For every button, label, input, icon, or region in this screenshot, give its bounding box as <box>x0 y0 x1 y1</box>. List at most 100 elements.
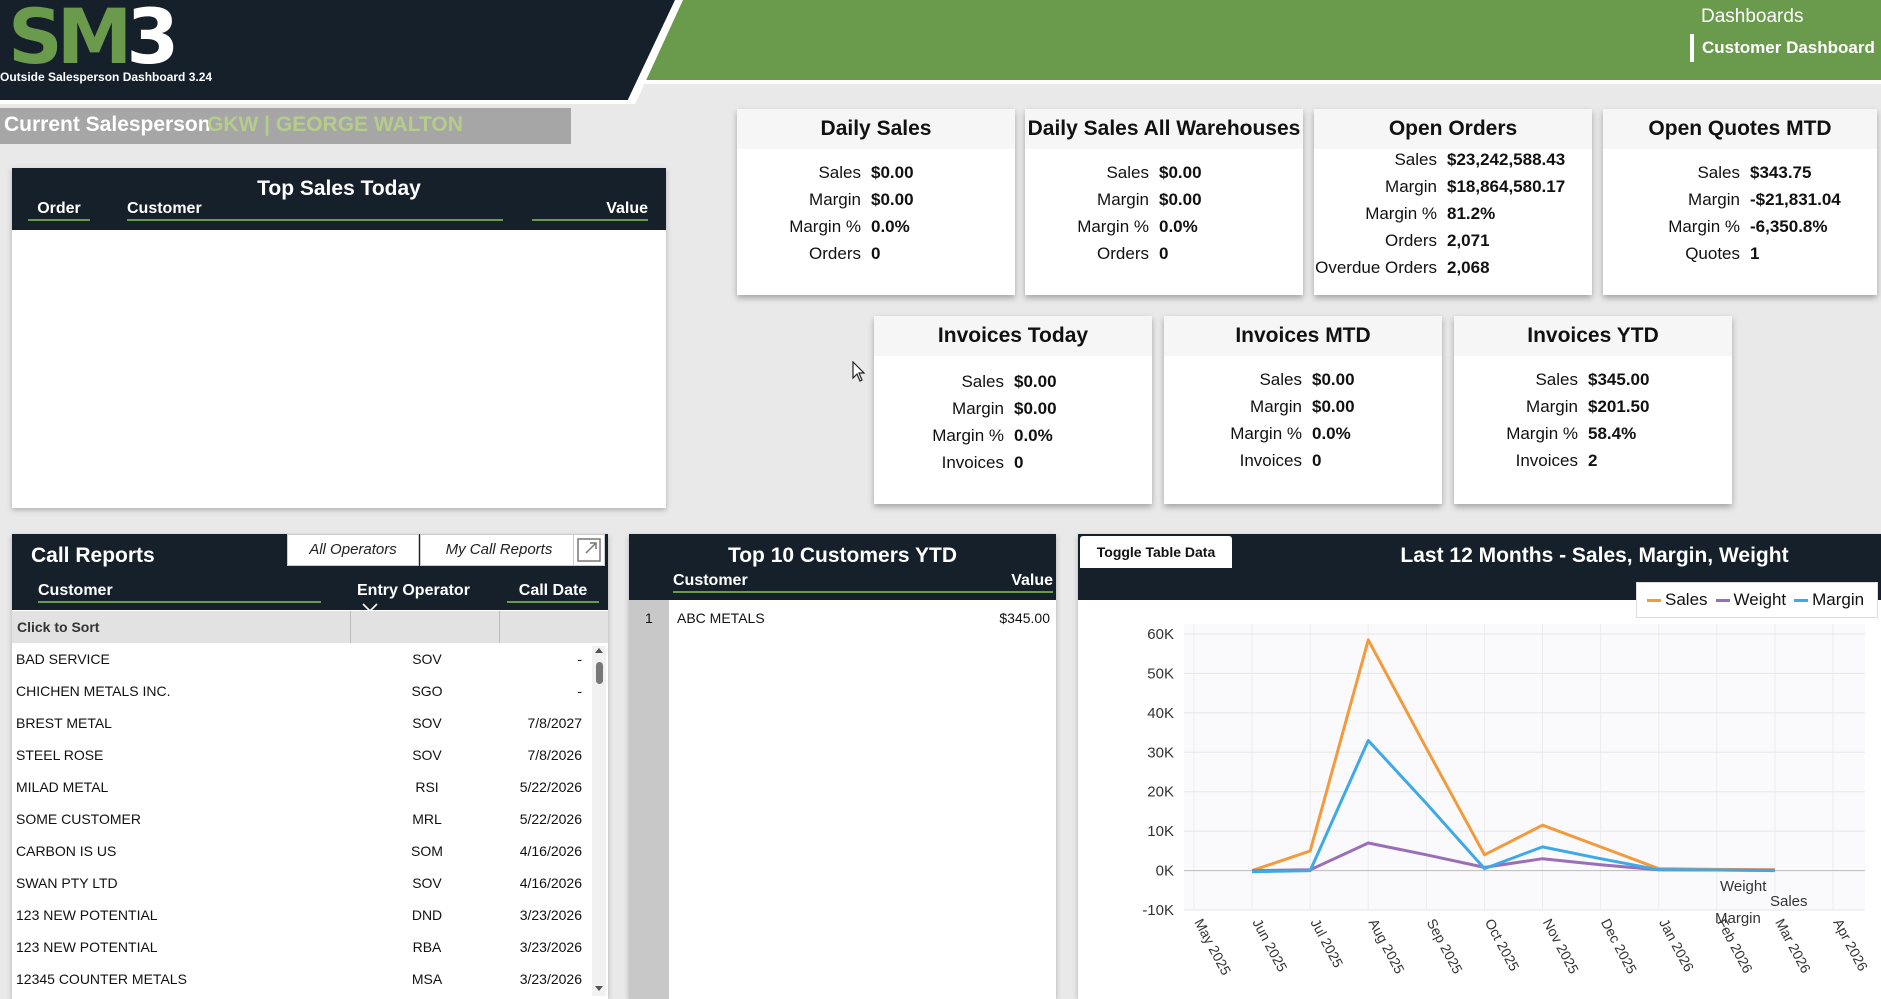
x-tick-label: Jun 2025 <box>1249 916 1290 975</box>
y-tick-label: 60K <box>1147 626 1174 643</box>
expand-icon[interactable] <box>573 534 605 566</box>
stat-value: $0.00 <box>871 190 914 209</box>
table-row[interactable]: 12345 COUNTER METALS MSA 3/23/2026 <box>12 963 602 995</box>
cell-operator: RSI <box>415 779 439 795</box>
header-band <box>600 0 1881 84</box>
salesperson-value[interactable]: GKW | GEORGE WALTON <box>207 113 463 136</box>
table-row[interactable]: 123 NEW POTENTIAL RBA 3/23/2026 <box>12 931 602 963</box>
col-customer[interactable]: Customer <box>673 572 963 593</box>
table-row[interactable]: BAD SERVICE SOV - <box>12 643 602 675</box>
stat-label: Margin % <box>1077 217 1149 236</box>
legend-label: Weight <box>1733 590 1787 609</box>
app-subtitle: Outside Salesperson Dashboard 3.24 <box>0 70 213 84</box>
table-row[interactable]: 1 ABC METALS $345.00 <box>629 600 1056 632</box>
table-row[interactable]: 123 NEW POTENTIAL DND 3/23/2026 <box>12 899 602 931</box>
stat-value: $343.75 <box>1750 163 1812 182</box>
x-tick-label: Oct 2025 <box>1482 916 1523 974</box>
legend-item[interactable]: Sales <box>1647 590 1708 610</box>
x-tick-label: Sep 2025 <box>1424 916 1466 977</box>
stat-label: Margin % <box>1506 424 1578 443</box>
nav-customer-dashboard[interactable]: Customer Dashboard <box>1690 34 1875 62</box>
stat-label: Margin % <box>932 426 1004 445</box>
legend-item[interactable]: Weight <box>1715 590 1787 610</box>
cell-call-date: 4/16/2026 <box>519 843 582 859</box>
stat-label: Invoices <box>941 453 1004 472</box>
stat-value: 0.0% <box>1014 426 1053 445</box>
stat-label: Sales <box>1106 163 1149 182</box>
table-row[interactable]: CHICHEN METALS INC. SGO - <box>12 675 602 707</box>
col-order[interactable]: Order <box>28 200 90 221</box>
stat-value: $0.00 <box>1312 397 1355 416</box>
stat-label: Sales <box>1535 370 1578 389</box>
stat-label: Margin <box>1688 190 1740 209</box>
y-tick-label: -10K <box>1142 902 1174 919</box>
line-chart: -10K 0K 10K 20K 30K 40K 50K 60K May 2025 Jun 2025… <box>1142 624 1871 978</box>
chart-panel: Last 12 Months - Sales, Margin, Weight T… <box>1078 534 1881 999</box>
series-end-label: Weight <box>1720 878 1767 895</box>
col-customer[interactable]: Customer <box>127 200 503 221</box>
y-tick-label: 50K <box>1147 665 1174 682</box>
top10-panel: Top 10 Customers YTD Customer Value 1 ABC… <box>629 534 1056 999</box>
cell-rank: 1 <box>645 610 653 626</box>
scroll-up-icon[interactable] <box>594 646 604 654</box>
card-open-quotes: Open Quotes MTD Sales $343.75 Margin -$21,8… <box>1603 109 1877 295</box>
top-sales-today-panel: Top Sales Today Order Customer Value <box>12 168 666 508</box>
stat-value: 1 <box>1750 244 1760 263</box>
stat-value: 0 <box>1159 244 1169 263</box>
stat-label: Margin % <box>1230 424 1302 443</box>
card-title: Daily Sales <box>737 109 1015 149</box>
sort-bar[interactable]: Click to Sort <box>12 611 608 643</box>
table-row[interactable]: SOME CUSTOMER MRL 5/22/2026 <box>12 803 602 835</box>
col-value[interactable]: Value <box>532 200 648 221</box>
stat-value: 0 <box>871 244 881 263</box>
stat-label: Orders <box>809 244 861 263</box>
scroll-thumb[interactable] <box>596 662 603 684</box>
card-title: Daily Sales All Warehouses <box>1025 109 1303 149</box>
x-tick-label: May 2025 <box>1191 916 1234 978</box>
call-reports-scrollbar[interactable] <box>592 646 606 996</box>
x-tick-label: Nov 2025 <box>1540 916 1582 977</box>
card-daily-sales: Daily Sales Sales $0.00 Margin $0.00 Margin … <box>737 109 1015 295</box>
cell-value: $345.00 <box>999 610 1050 626</box>
logo-panel: SM3 Outside Salesperson Dashboard 3.24 <box>0 0 675 100</box>
legend-swatch <box>1794 599 1809 603</box>
legend-item[interactable]: Margin <box>1794 590 1864 610</box>
all-operators-button[interactable]: All Operators <box>287 534 419 566</box>
table-row[interactable]: CARBON IS US SOM 4/16/2026 <box>12 835 602 867</box>
table-row[interactable]: MILAD METAL RSI 5/22/2026 <box>12 771 602 803</box>
stat-label: Overdue Orders <box>1315 258 1437 277</box>
stat-value: $0.00 <box>1159 163 1202 182</box>
toggle-table-data-button[interactable]: Toggle Table Data <box>1080 536 1232 568</box>
stat-label: Margin <box>1097 190 1149 209</box>
cell-customer: BAD SERVICE <box>16 651 110 667</box>
stat-value: $345.00 <box>1588 370 1650 389</box>
card-title: Open Quotes MTD <box>1603 109 1877 149</box>
my-call-reports-button[interactable]: My Call Reports <box>420 534 578 566</box>
card-daily-all: Daily Sales All Warehouses Sales $0.00 Mar… <box>1025 109 1303 295</box>
stat-label: Sales <box>1697 163 1740 182</box>
card-title: Open Orders <box>1314 109 1592 149</box>
legend-label: Margin <box>1812 590 1865 609</box>
legend-swatch <box>1647 599 1661 603</box>
stat-value: $0.00 <box>1159 190 1202 209</box>
rank-column <box>629 600 669 999</box>
table-row[interactable]: STEEL ROSE SOV 7/8/2026 <box>12 739 602 771</box>
cell-customer: SWAN PTY LTD <box>16 875 118 891</box>
scroll-down-icon[interactable] <box>594 985 604 993</box>
col-customer[interactable]: Customer <box>38 582 321 603</box>
cell-operator: RBA <box>412 939 442 955</box>
col-value[interactable]: Value <box>957 572 1053 593</box>
stat-label: Invoices <box>1515 451 1578 470</box>
stat-label: Margin <box>1385 177 1437 196</box>
cell-call-date: 5/22/2026 <box>519 811 582 827</box>
table-row[interactable]: BREST METAL SOV 7/8/2027 <box>12 707 602 739</box>
table-row[interactable]: SWAN PTY LTD SOV 4/16/2026 <box>12 867 602 899</box>
cell-call-date: - <box>577 683 582 699</box>
cell-call-date: 7/8/2027 <box>527 715 583 731</box>
nav-dashboards[interactable]: Dashboards <box>1701 6 1804 27</box>
cell-operator: DND <box>411 907 443 923</box>
col-call-date[interactable]: Call Date <box>507 582 599 603</box>
cell-operator: SOV <box>412 747 442 763</box>
cell-call-date: 4/16/2026 <box>519 875 582 891</box>
y-tick-label: 40K <box>1147 705 1174 722</box>
